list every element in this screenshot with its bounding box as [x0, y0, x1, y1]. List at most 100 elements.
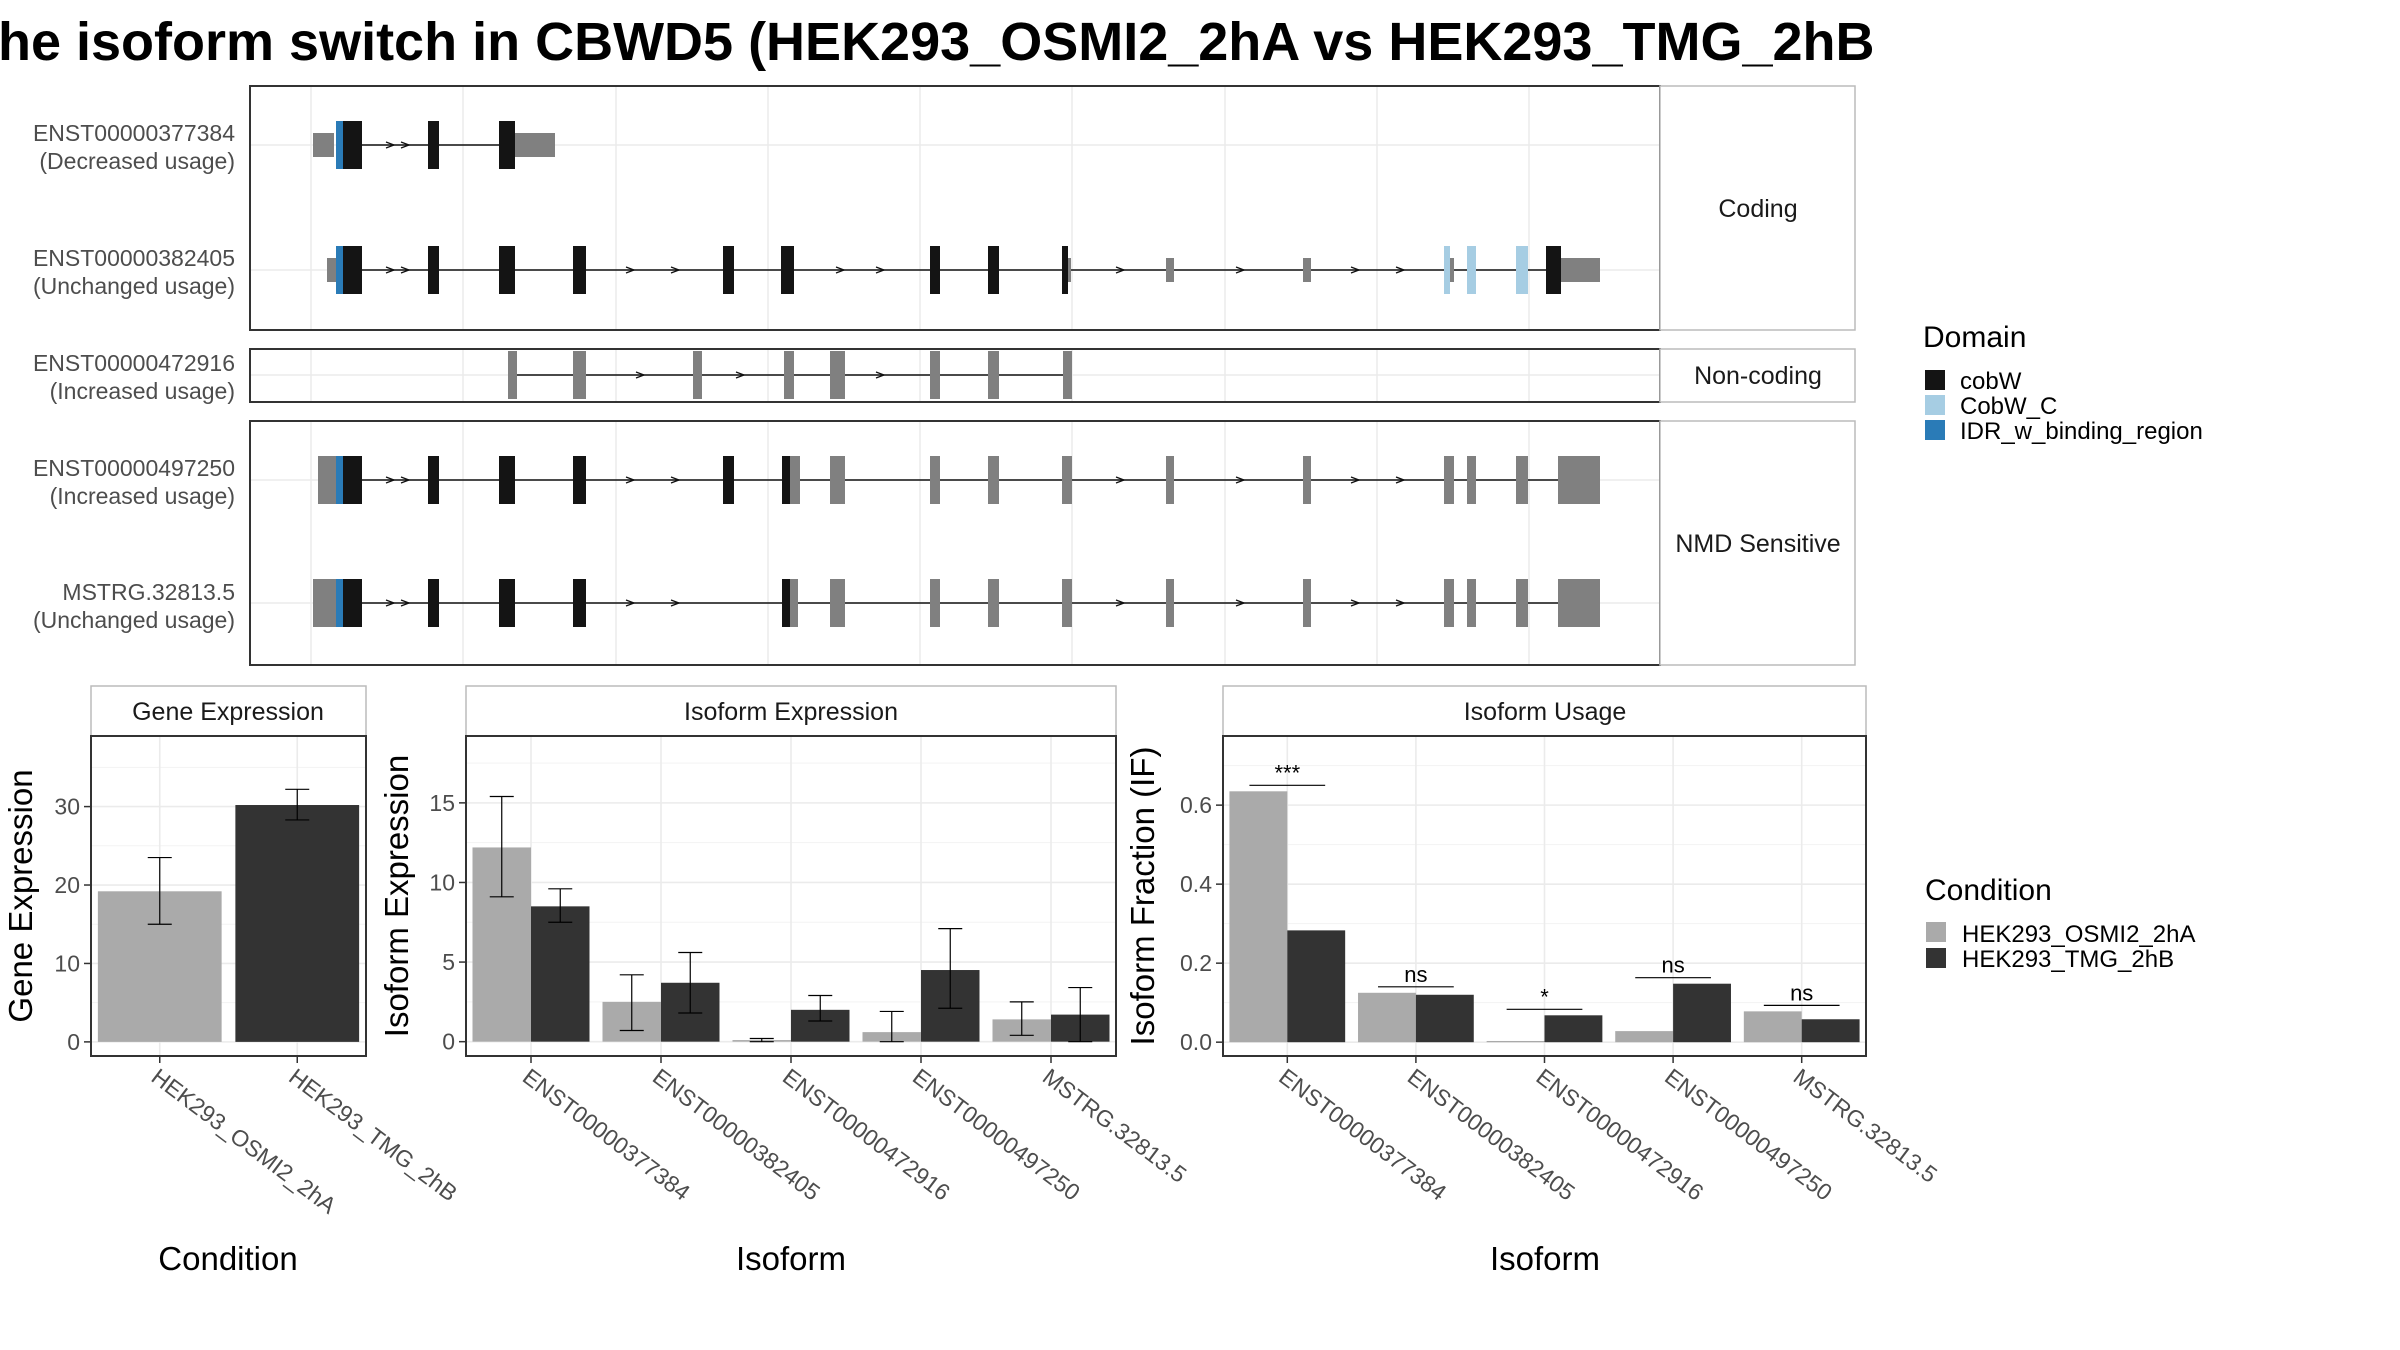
strand-arrow-icon — [1235, 476, 1246, 484]
coding-exon — [428, 121, 439, 169]
facet-strip-nmd — [1659, 420, 1856, 666]
bar — [235, 805, 360, 1042]
utr-exon — [1450, 258, 1454, 282]
transcript-id-label: ENST00000377384 — [33, 120, 235, 146]
coding-exon — [573, 579, 586, 627]
condition-legend-title: Condition — [1925, 874, 2052, 907]
utr-exon — [830, 351, 845, 399]
significance-label: *** — [1274, 760, 1300, 785]
bar — [1673, 983, 1731, 1043]
utr-exon — [1467, 579, 1476, 627]
utr-exon — [573, 351, 586, 399]
panel-title: Gene Expression — [132, 698, 324, 726]
condition-legend: Condition HEK293_OSMI2_2hA HEK293_TMG_2h… — [1925, 874, 2195, 973]
utr-exon — [1166, 258, 1174, 282]
strand-arrow-icon — [635, 371, 646, 379]
coding-exon — [343, 246, 352, 294]
coding-exon — [343, 579, 352, 627]
legend-item-label: HEK293_TMG_2hB — [1962, 946, 2174, 973]
panel-title: Isoform Usage — [1464, 698, 1627, 726]
legend-item-label: HEK293_OSMI2_2hA — [1962, 921, 2195, 948]
coding-exon — [499, 246, 515, 294]
coding-exon — [1546, 246, 1561, 294]
utr-exon — [784, 351, 794, 399]
coding-exon — [336, 579, 343, 627]
coding-exon — [352, 456, 362, 504]
utr-exon — [1063, 351, 1072, 399]
strand-arrow-icon — [875, 266, 886, 274]
strand-arrow-icon — [400, 141, 411, 149]
utr-exon — [1444, 579, 1454, 627]
coding-exon — [781, 246, 794, 294]
y-axis-title: Isoform Expression — [378, 755, 415, 1037]
facet-strip-noncoding — [1659, 348, 1856, 403]
coding-exon — [573, 246, 586, 294]
x-axis-title: Isoform — [736, 1240, 846, 1277]
transcript-id-label: MSTRG.32813.5 — [62, 579, 235, 605]
plot-frame — [90, 735, 367, 1057]
strand-arrow-icon — [385, 141, 396, 149]
strand-arrow-icon — [1350, 599, 1361, 607]
strand-arrow-icon — [625, 266, 636, 274]
utr-exon — [1561, 258, 1573, 282]
legend-item-label: IDR_w_binding_region — [1960, 418, 2203, 445]
strand-arrow-icon — [1235, 599, 1246, 607]
utr-exon — [1166, 579, 1174, 627]
utr-exon — [313, 133, 334, 157]
significance-label: ns — [1661, 953, 1684, 978]
legend-key-cond2 — [1926, 948, 1946, 968]
utr-exon — [1467, 456, 1476, 504]
coding-exon — [343, 121, 352, 169]
coding-exon — [428, 246, 439, 294]
transcript-id-label: ENST00000497250 — [33, 455, 235, 481]
bar — [1358, 992, 1416, 1043]
utr-exon — [1068, 258, 1071, 282]
bar — [1486, 1040, 1545, 1043]
utr-exon — [1303, 258, 1311, 282]
y-tick-label: 10 — [54, 950, 80, 976]
y-axis-title: Gene Expression — [2, 769, 39, 1022]
strand-arrow-icon — [835, 266, 846, 274]
utr-exon — [1303, 579, 1311, 627]
bar — [1743, 1011, 1802, 1043]
utr-exon — [1444, 456, 1454, 504]
bar — [531, 906, 590, 1042]
facet-label-nmd: NMD Sensitive — [1675, 530, 1840, 558]
y-tick-label: 0.0 — [1180, 1029, 1212, 1055]
strand-arrow-icon — [400, 266, 411, 274]
coding-exon — [723, 456, 734, 504]
y-tick-label: 10 — [429, 869, 455, 895]
coding-exon — [573, 456, 586, 504]
strand-arrow-icon — [1115, 266, 1126, 274]
significance-label: ns — [1790, 980, 1813, 1005]
utr-exon — [1062, 579, 1072, 627]
legend-item-label: CobW_C — [1960, 393, 2057, 420]
strand-arrow-icon — [400, 599, 411, 607]
utr-exon — [508, 351, 517, 399]
utr-exon — [1303, 456, 1311, 504]
bar — [1544, 1015, 1603, 1043]
coding-exon — [1516, 246, 1528, 294]
y-tick-label: 0 — [67, 1029, 80, 1055]
y-tick-label: 15 — [429, 790, 455, 816]
strand-arrow-icon — [1395, 476, 1406, 484]
coding-exon — [428, 579, 439, 627]
utr-exon — [930, 579, 940, 627]
domain-legend-title: Domain — [1923, 321, 2026, 354]
strand-arrow-icon — [1115, 476, 1126, 484]
facet-panel-nmd — [249, 420, 1661, 666]
utr-exon — [318, 456, 336, 504]
x-axis-title: Isoform — [1490, 1240, 1600, 1277]
y-tick-label: 0 — [442, 1029, 455, 1055]
y-tick-label: 0.2 — [1180, 950, 1212, 976]
coding-exon — [930, 246, 940, 294]
strand-arrow-icon — [385, 266, 396, 274]
coding-exon — [336, 121, 343, 169]
utr-exon — [518, 133, 555, 157]
coding-exon — [343, 456, 352, 504]
strand-arrow-icon — [670, 599, 681, 607]
utr-exon — [693, 351, 702, 399]
coding-exon — [499, 121, 515, 169]
strand-arrow-icon — [385, 476, 396, 484]
bar — [1615, 1031, 1674, 1043]
